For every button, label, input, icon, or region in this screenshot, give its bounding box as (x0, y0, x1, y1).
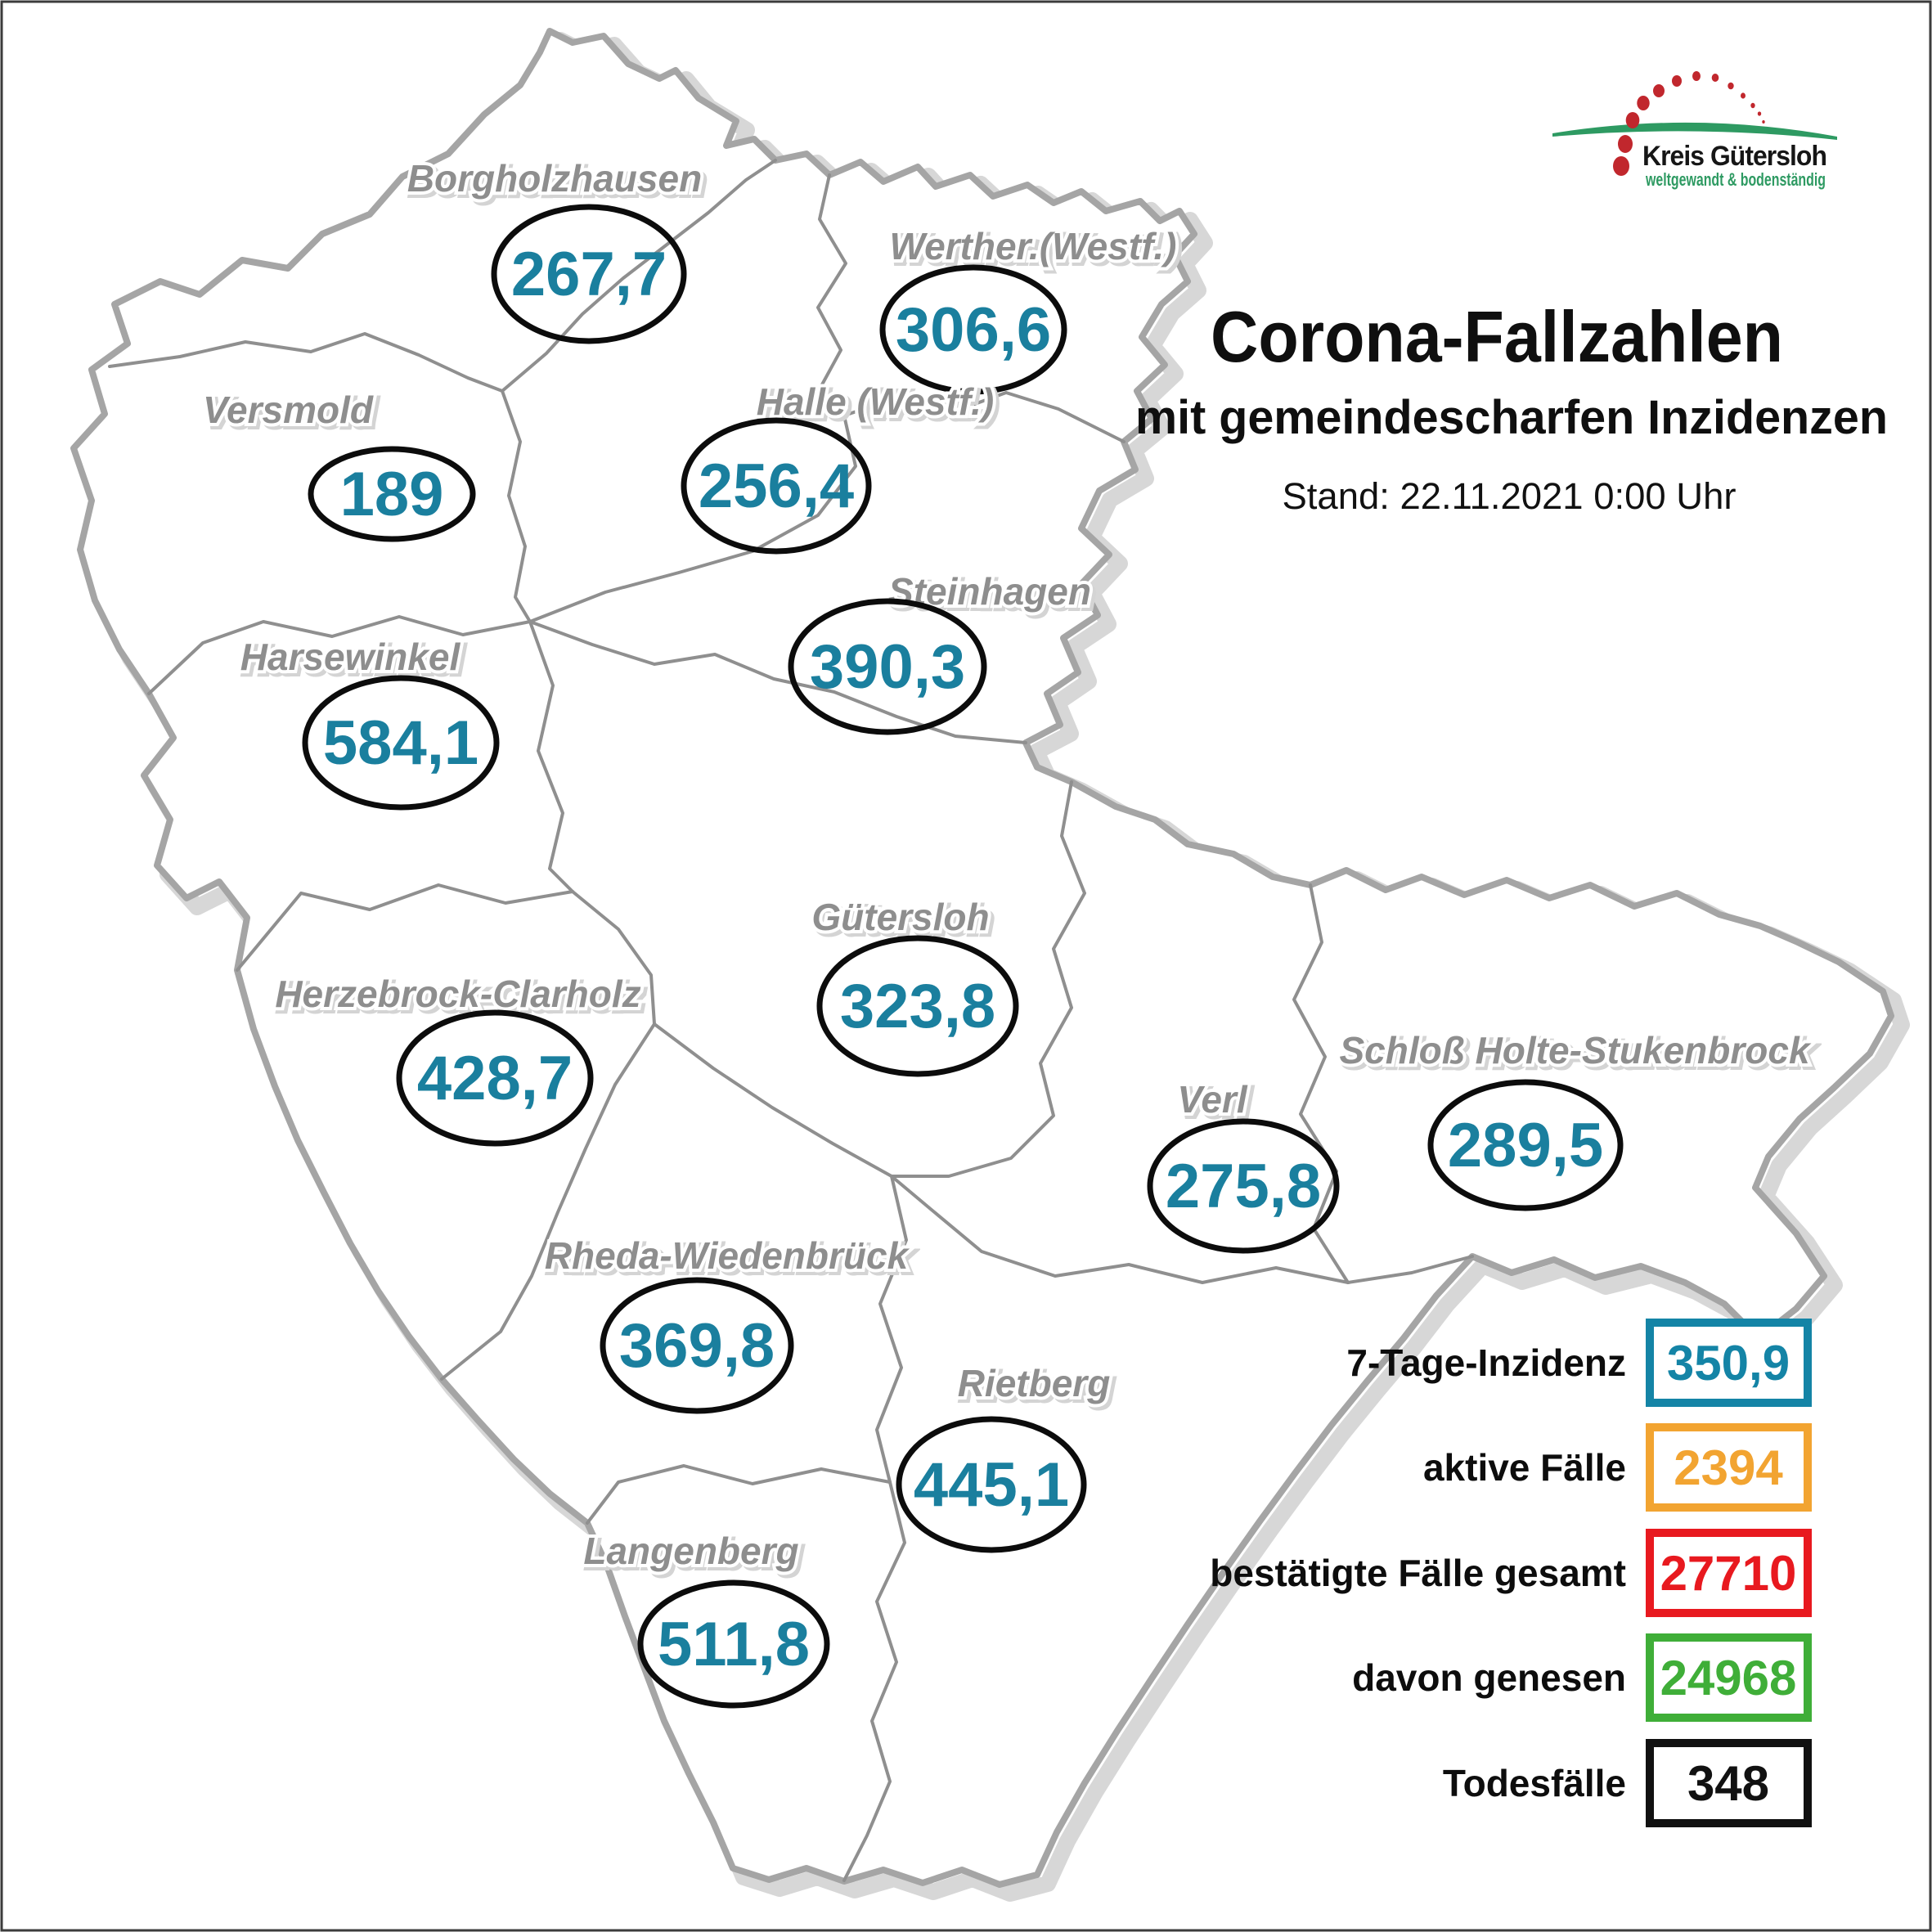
legend: 7-Tage-Inzidenz 350,9 aktive Fälle 2394 … (1210, 1319, 1812, 1827)
logo-dots-icon (1613, 71, 1765, 176)
municipality-halle: Halle (Westf.) 256,4 (681, 377, 997, 555)
legend-label: aktive Fälle (1423, 1446, 1626, 1489)
incidence-oval (1147, 1118, 1340, 1254)
incidence-oval (600, 1277, 794, 1414)
legend-value-box (1646, 1633, 1812, 1722)
municipality-schloss-holte-stukenbrock: Schloß Holte-Stukenbrock 289,5 (1336, 1026, 1815, 1211)
municipality-verl: Verl 275,8 (1147, 1075, 1340, 1254)
incidence-value: 390,3 (810, 632, 965, 702)
municipality-versmold: Versmold 189 (200, 385, 476, 542)
kreis-guetersloh-logo: Kreis Gütersloh weltgewandt & bodenständ… (1552, 71, 1837, 190)
legend-value-box (1646, 1319, 1812, 1407)
municipality-borgholzhausen: Borgholzhausen 267,7 (404, 154, 705, 344)
legend-row-confirmed-total: bestätigte Fälle gesamt 27710 (1210, 1529, 1812, 1617)
incidence-oval (491, 204, 687, 344)
page-subtitle: mit gemeindescharfen Inzidenzen (1135, 391, 1888, 444)
municipality-name: Borgholzhausen (407, 157, 702, 200)
municipality-name: Versmold (203, 389, 374, 431)
incidence-oval (1427, 1079, 1624, 1211)
municipality-rietberg: Rietberg 445,1 (896, 1359, 1113, 1553)
incidence-value: 256,4 (699, 452, 854, 521)
municipality-name: Gütersloh (811, 896, 989, 938)
incidence-oval (816, 935, 1019, 1077)
municipality-harsewinkel: Harsewinkel 584,1 (237, 632, 500, 811)
legend-value: 24968 (1660, 1651, 1797, 1705)
incidence-value: 275,8 (1166, 1152, 1321, 1221)
incidence-oval (896, 1416, 1087, 1553)
legend-value-box (1646, 1739, 1812, 1827)
legend-value-box (1646, 1423, 1812, 1512)
municipality-name: Rheda-Wiedenbrück (545, 1234, 910, 1277)
incidence-value: 369,8 (619, 1311, 775, 1381)
incidence-value: 511,8 (658, 1610, 810, 1679)
incidence-value: 428,7 (417, 1044, 573, 1113)
incidence-value: 306,6 (896, 295, 1051, 365)
municipality-name: Verl (1177, 1078, 1247, 1121)
incidence-oval (302, 675, 500, 811)
municipality-name: Langenberg (583, 1530, 798, 1572)
incidence-value: 289,5 (1448, 1111, 1603, 1180)
legend-row-deaths: Todesfälle 348 (1443, 1739, 1812, 1827)
legend-value-box (1646, 1529, 1812, 1617)
page-title: Corona-Fallzahlen (1211, 296, 1783, 377)
incidence-oval (879, 264, 1067, 395)
municipality-name: Schloß Holte-Stukenbrock (1339, 1029, 1811, 1072)
legend-label: Todesfälle (1443, 1762, 1626, 1804)
date-line: Stand: 22.11.2021 0:00 Uhr (1283, 475, 1737, 517)
municipality-steinhagen: Steinhagen 390,3 (788, 567, 1094, 735)
municipality-werther: Werther.(Westf.) 306,6 (879, 222, 1180, 395)
municipality-annotations: Borgholzhausen 267,7 Werther.(Westf.) 30… (200, 154, 1815, 1709)
legend-label: bestätigte Fälle gesamt (1210, 1552, 1626, 1594)
municipality-name: Halle (Westf.) (757, 380, 995, 423)
municipality-name: Herzebrock-Clarholz (275, 973, 640, 1015)
incidence-value: 584,1 (323, 708, 479, 778)
municipality-rheda-wiedenbrueck: Rheda-Wiedenbrück 369,8 (541, 1231, 914, 1414)
legend-value: 2394 (1674, 1440, 1783, 1495)
incidence-oval (637, 1579, 830, 1709)
legend-label: davon genesen (1352, 1656, 1626, 1699)
incidence-oval (788, 598, 987, 735)
legend-value: 350,9 (1667, 1336, 1790, 1391)
incidence-oval (681, 417, 872, 555)
municipality-name: Rietberg (958, 1362, 1111, 1404)
municipality-name: Werther.(Westf.) (889, 225, 1176, 267)
logo-tagline: weltgewandt & bodenständig (1645, 169, 1826, 190)
legend-row-active-cases: aktive Fälle 2394 (1423, 1423, 1812, 1512)
incidence-value: 445,1 (914, 1450, 1069, 1520)
legend-value: 27710 (1660, 1546, 1797, 1601)
incidence-value: 323,8 (840, 972, 995, 1041)
logo-name: Kreis Gütersloh (1642, 141, 1826, 172)
logo-swoosh-icon (1552, 122, 1837, 140)
municipality-name: Harsewinkel (240, 636, 461, 678)
municipality-langenberg: Langenberg 511,8 (580, 1526, 830, 1709)
municipal-boundaries (108, 159, 1474, 1882)
incidence-oval (396, 1009, 594, 1147)
municipality-guetersloh: Gütersloh 323,8 (808, 892, 1019, 1077)
legend-label: 7-Tage-Inzidenz (1346, 1341, 1626, 1384)
incidence-oval (308, 446, 476, 542)
legend-row-incidence: 7-Tage-Inzidenz 350,9 (1346, 1319, 1812, 1407)
municipality-herzebrock-clarholz: Herzebrock-Clarholz 428,7 (272, 969, 645, 1147)
incidence-value: 267,7 (511, 240, 667, 309)
legend-row-recovered: davon genesen 24968 (1352, 1633, 1812, 1722)
legend-value: 348 (1687, 1756, 1769, 1811)
title-block: Corona-Fallzahlen mit gemeindescharfen I… (1135, 296, 1888, 517)
incidence-value: 189 (340, 460, 444, 529)
